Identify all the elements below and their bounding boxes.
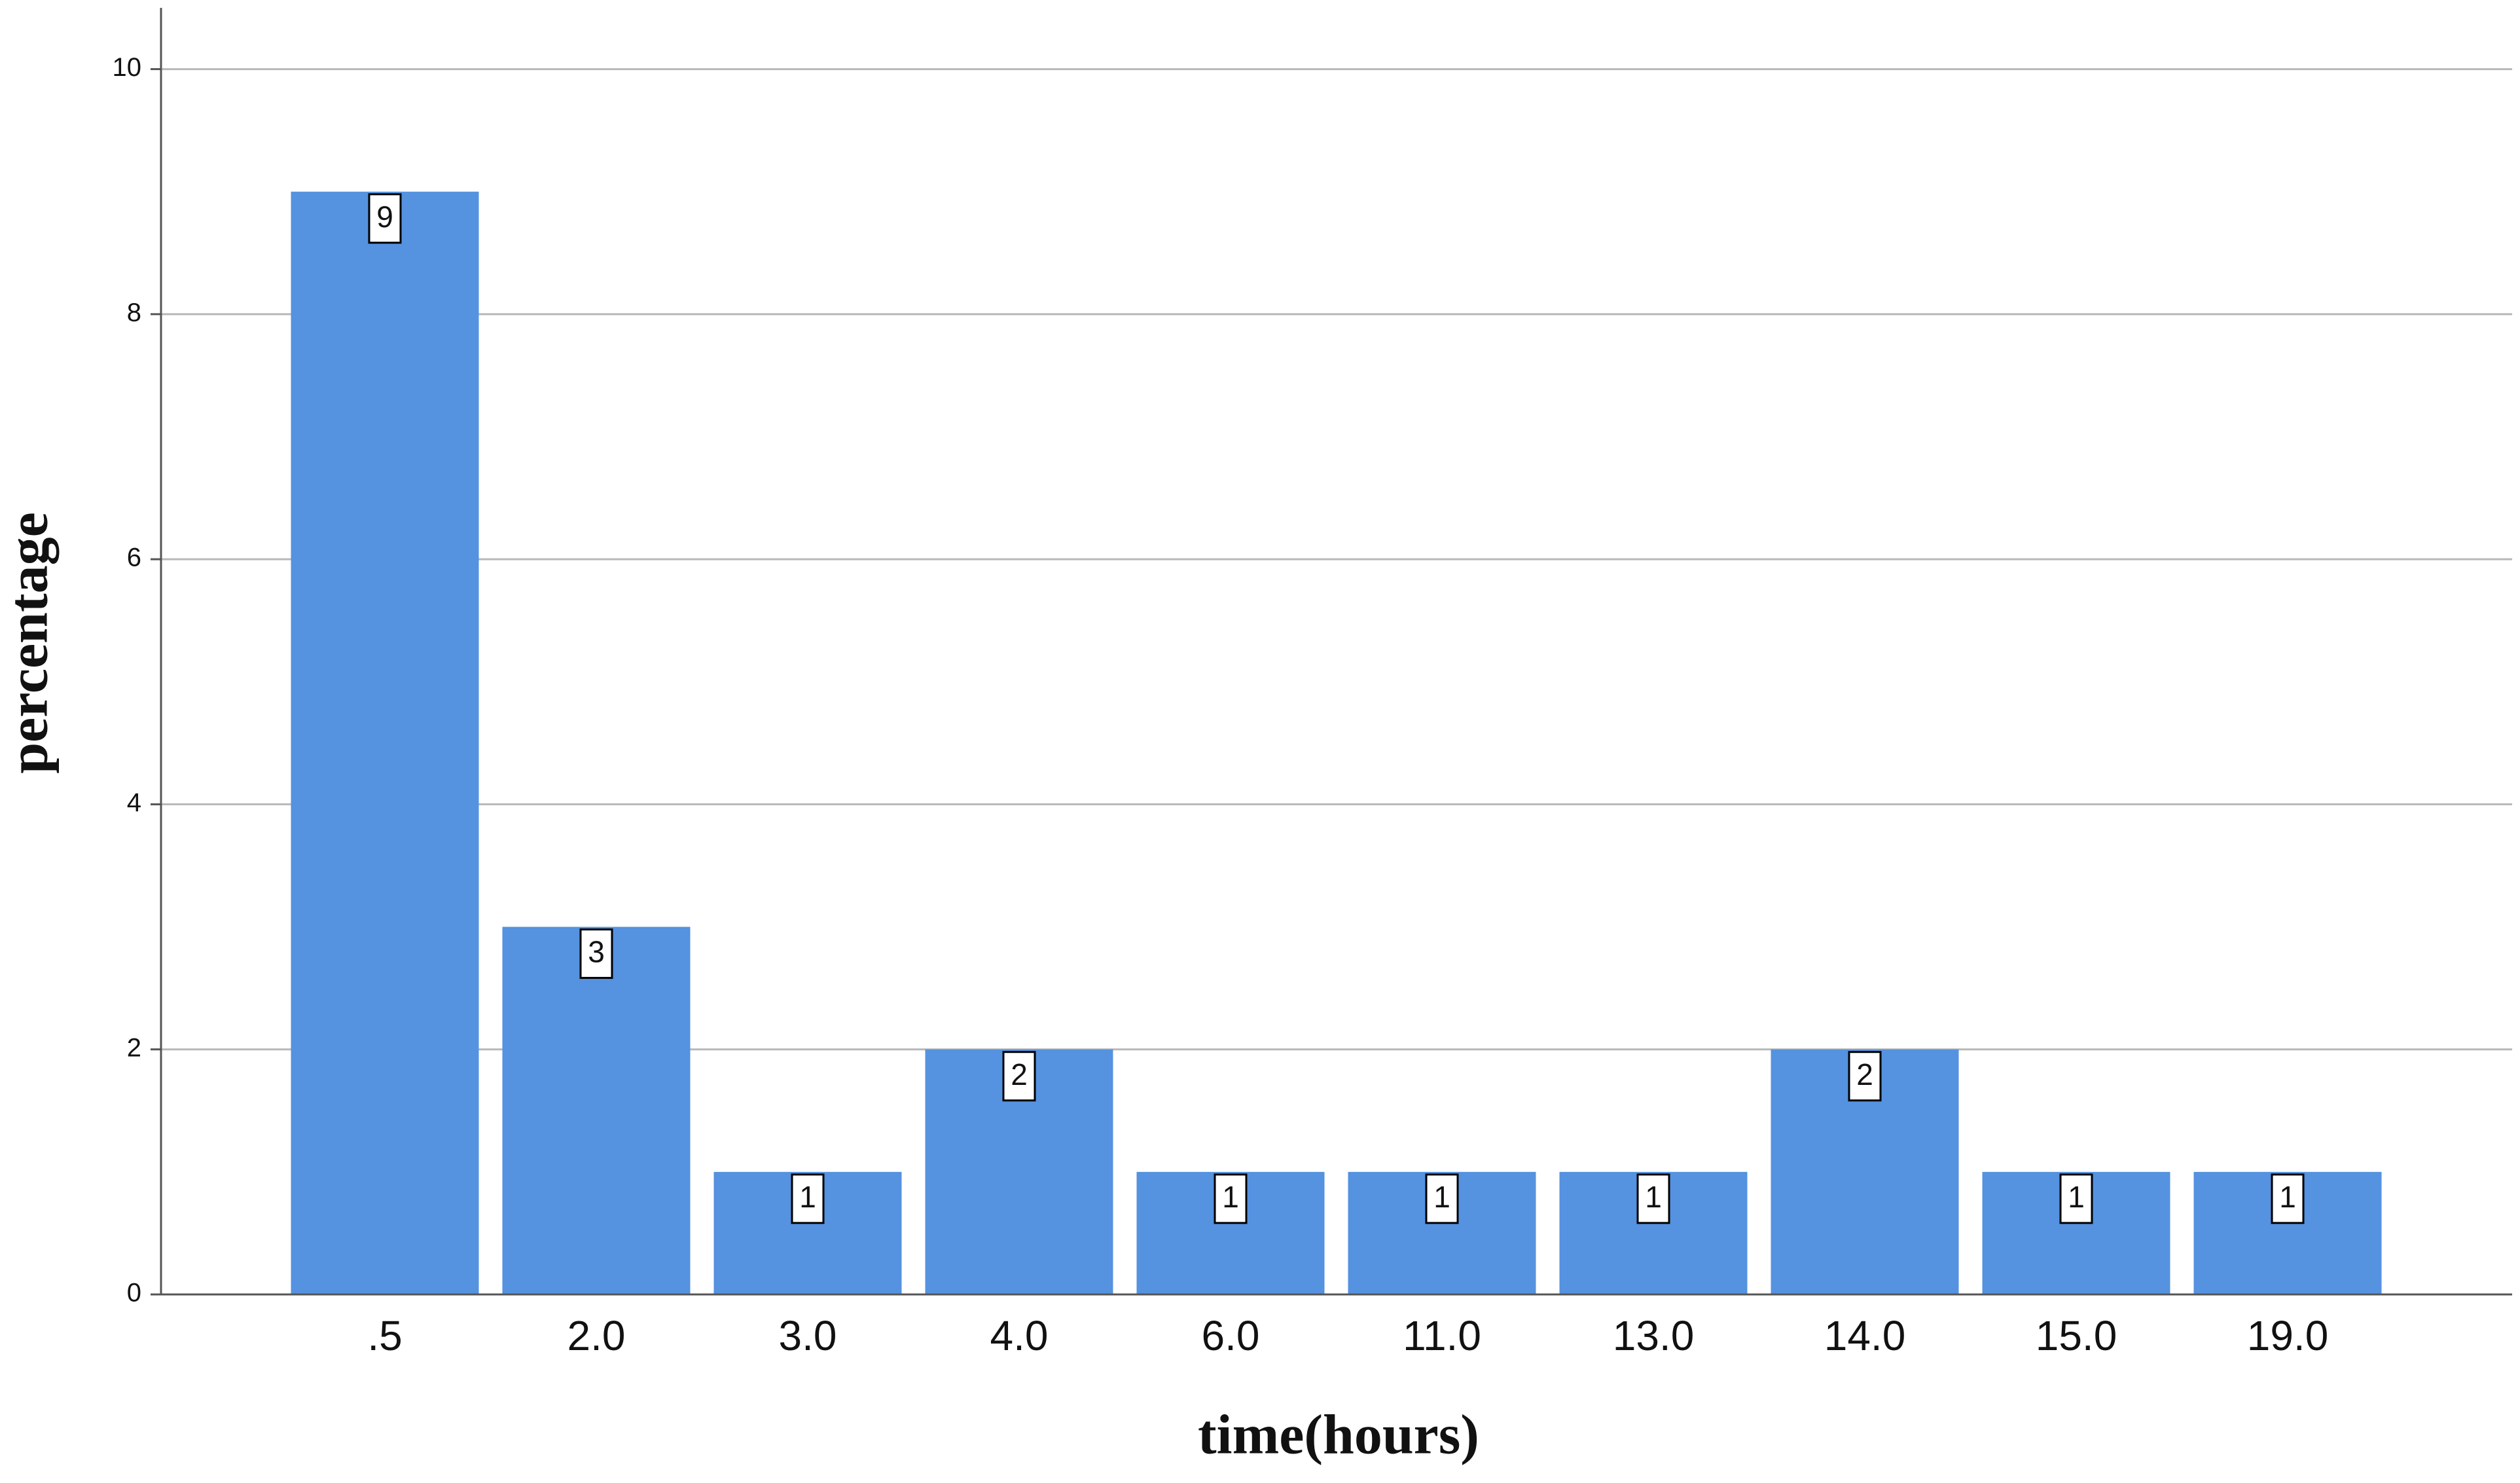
y-tick-label: 4 bbox=[127, 788, 141, 817]
bar bbox=[502, 926, 691, 1294]
x-tick-label: 6.0 bbox=[1202, 1312, 1260, 1359]
y-axis-title: percentage bbox=[0, 512, 60, 774]
value-label-box bbox=[1848, 1051, 1882, 1102]
x-tick-label: 11.0 bbox=[1403, 1312, 1481, 1359]
value-label: 2 bbox=[1856, 1057, 1873, 1091]
x-tick-label: 15.0 bbox=[2036, 1312, 2117, 1359]
y-tick-label: 8 bbox=[127, 298, 141, 327]
value-label-box bbox=[2271, 1173, 2305, 1224]
y-tick-label: 10 bbox=[113, 53, 142, 82]
value-label-box bbox=[1002, 1051, 1036, 1102]
value-label: 3 bbox=[588, 935, 605, 969]
bar bbox=[291, 191, 479, 1294]
value-label: 1 bbox=[2068, 1180, 2085, 1214]
value-label-box bbox=[2059, 1173, 2093, 1224]
x-tick-label: 4.0 bbox=[990, 1312, 1049, 1359]
value-label-box bbox=[1636, 1173, 1670, 1224]
value-label: 9 bbox=[376, 200, 393, 234]
value-label-box bbox=[1214, 1173, 1248, 1224]
y-tick-label: 0 bbox=[127, 1279, 141, 1308]
y-tick-label: 6 bbox=[127, 543, 141, 572]
x-tick-label: .5 bbox=[367, 1312, 402, 1359]
value-label: 1 bbox=[1433, 1180, 1450, 1214]
value-label: 1 bbox=[1222, 1180, 1239, 1214]
value-label-box bbox=[1425, 1173, 1459, 1224]
value-label: 1 bbox=[1645, 1180, 1662, 1214]
x-tick-label: 2.0 bbox=[567, 1312, 626, 1359]
value-label-box bbox=[791, 1173, 825, 1224]
value-label: 2 bbox=[1011, 1057, 1028, 1091]
x-tick-label: 14.0 bbox=[1824, 1312, 1906, 1359]
y-tick-label: 2 bbox=[127, 1033, 141, 1062]
x-tick-label: 13.0 bbox=[1613, 1312, 1695, 1359]
x-tick-label: 3.0 bbox=[779, 1312, 837, 1359]
x-tick-label: 19.0 bbox=[2247, 1312, 2329, 1359]
value-label-box bbox=[579, 928, 613, 980]
value-label-box bbox=[368, 193, 402, 244]
value-label: 1 bbox=[2279, 1180, 2296, 1214]
value-label: 1 bbox=[799, 1180, 816, 1214]
x-axis-title: time(hours) bbox=[1198, 1403, 1479, 1466]
